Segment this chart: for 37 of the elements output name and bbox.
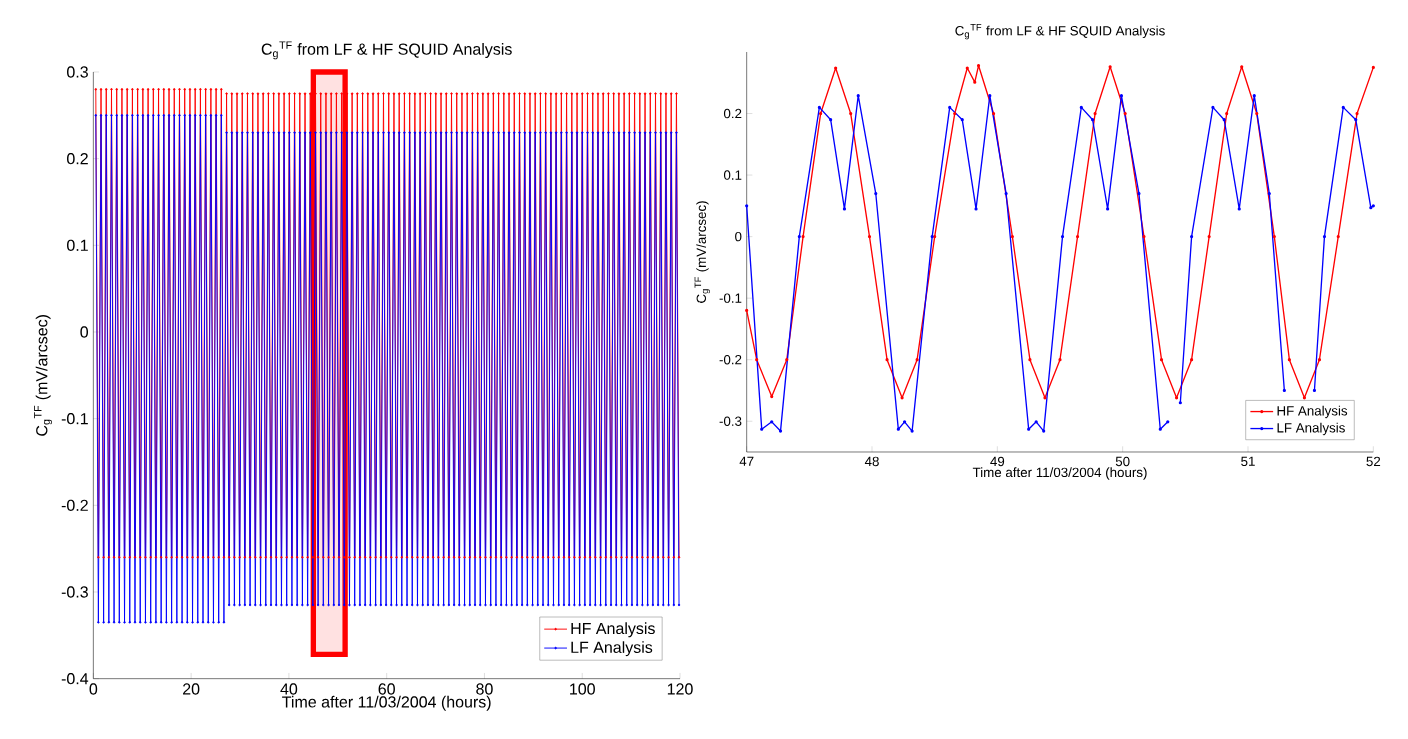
y-tick-label: -0.2 [61,499,88,512]
y-tick-label: 0.1 [67,239,88,252]
y-tick-label: -0.4 [61,673,89,685]
x-tick-label: 0 [89,683,98,695]
x-tick-label: 48 [864,456,879,467]
y-tick-label: 0.2 [67,153,88,165]
x-tick-label: 47 [739,456,754,467]
legend-label: HF Analysis [1277,405,1348,419]
legend-label: LF Analysis [571,641,653,657]
y-tick-label: 0.2 [723,108,742,119]
y-tick-label: 0 [735,232,742,242]
x-tick-label: 52 [1366,456,1381,467]
y-axis-title: C$_{g}$$^{TF}$ (mV/arcsec) [34,315,52,436]
x-tick-label: 60 [378,683,395,695]
y-tick-label: -0.2 [719,355,742,365]
chart-title: C$_{g}$$^{TF}$ from LF & HF SQUID Analysis [955,24,1165,40]
x-tick-label: 51 [1241,456,1255,467]
chart-title: C$_{g}$$^{TF}$ from LF & HF SQUID Analysis [261,41,512,60]
y-axis-title: C$_{g}$$^{TF}$ (mV/arcsec) [694,201,710,304]
y-tick-label: -0.3 [61,586,88,598]
x-axis-title: Time after 11/03/2004 (hours) [282,696,491,711]
legend-label: HF Analysis [571,622,655,638]
x-tick-label: 20 [183,683,200,695]
x-tick-label: 40 [280,683,298,695]
x-tick-label: 49 [990,456,1005,467]
x-tick-label: 120 [667,683,693,695]
y-tick-label: 0 [80,326,89,338]
x-axis-title: Time after 11/03/2004 (hours) [972,467,1147,480]
x-tick-label: 80 [476,683,493,695]
x-tick-label: 100 [570,683,595,695]
y-tick-label: -0.1 [61,413,88,425]
y-tick-label: -0.1 [719,293,742,304]
x-tick-label: 50 [1115,456,1130,467]
legend-label: LF Analysis [1277,422,1345,436]
y-tick-label: 0.1 [723,170,742,180]
y-tick-label: -0.3 [719,416,742,427]
y-tick-label: 0.3 [67,66,88,78]
